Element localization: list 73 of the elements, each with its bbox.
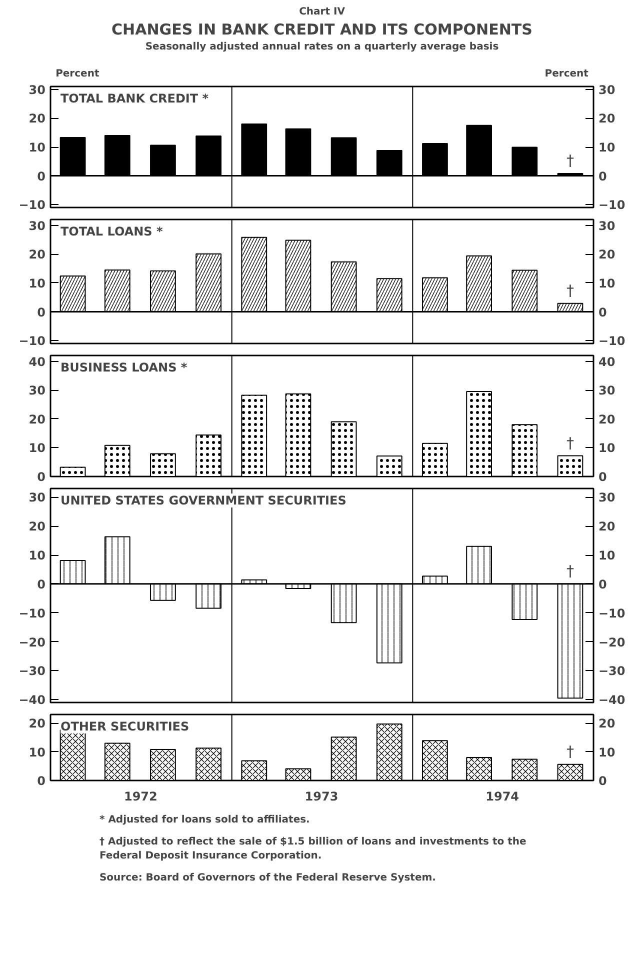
y-tick-label: 20 xyxy=(28,248,46,262)
y2-tick-label: 20 xyxy=(598,412,616,426)
y-tick-label: 30 xyxy=(28,490,46,505)
y-tick-label: −10 xyxy=(18,606,46,620)
annotation: † xyxy=(566,434,574,452)
y-tick-label: 0 xyxy=(37,169,46,184)
y-tick-label: 10 xyxy=(28,441,46,456)
y-tick-label: 20 xyxy=(28,412,46,426)
y2-tick-label: −20 xyxy=(598,635,626,650)
y-tick-label: 10 xyxy=(28,548,46,563)
y-tick-label: 20 xyxy=(28,112,46,126)
y2-tick-label: 0 xyxy=(598,577,607,592)
chart-title: TOTAL LOANS * xyxy=(60,224,164,238)
text: Seasonally adjusted annual rates on a quarterly average basis xyxy=(145,42,499,52)
x-tick-label: 1972 xyxy=(124,790,158,804)
y2-tick-label: 40 xyxy=(598,354,616,369)
y2-tick-label: 10 xyxy=(598,140,616,154)
y2-tick-label: 10 xyxy=(598,548,616,563)
y-tick-label: −40 xyxy=(18,693,46,708)
y-tick-label: 0 xyxy=(37,305,46,320)
text: Chart IV xyxy=(299,6,346,18)
source-note: Source: Board of Governors of the Federal Reserve System. xyxy=(99,872,436,884)
text: † Adjusted to reflect the sale of $1.5 billion of loans and investments to the Federal Deposit Insurance Corporation. xyxy=(99,836,526,862)
y-tick-label: 10 xyxy=(28,745,46,760)
y2-tick-label: 10 xyxy=(598,276,616,290)
y-tick-label: 20 xyxy=(28,520,46,534)
y2-tick-label: 10 xyxy=(598,441,616,456)
y-tick-label: 10 xyxy=(28,276,46,290)
y2-tick-label: −40 xyxy=(598,693,626,708)
y2-tick-label: −10 xyxy=(598,198,626,212)
y2-axis-title: Percent xyxy=(544,68,589,80)
y-tick-label: 0 xyxy=(37,577,46,592)
x-tick-label: 1974 xyxy=(486,790,520,804)
text: * Adjusted for loans sold to affiliates. xyxy=(99,814,310,826)
y2-tick-label: 30 xyxy=(598,490,616,505)
y2-tick-label: 20 xyxy=(598,112,616,126)
y2-tick-label: 10 xyxy=(598,745,616,760)
y2-tick-label: 0 xyxy=(598,470,607,484)
y2-tick-label: 30 xyxy=(598,82,616,97)
y-tick-label: −20 xyxy=(18,635,46,650)
annotation: † xyxy=(566,281,574,300)
y-tick-label: −30 xyxy=(18,664,46,678)
y2-tick-label: −10 xyxy=(598,334,626,348)
y-tick-label: −10 xyxy=(18,334,46,348)
y2-tick-label: 0 xyxy=(598,305,607,320)
y2-tick-label: 30 xyxy=(598,384,616,398)
y-tick-label: 20 xyxy=(28,716,46,731)
text: CHANGES IN BANK CREDIT AND ITS COMPONENTS xyxy=(112,20,532,38)
y2-tick-label: 20 xyxy=(598,520,616,534)
annotation: † xyxy=(566,562,574,580)
y-tick-label: 30 xyxy=(28,82,46,97)
y-tick-label: 40 xyxy=(28,354,46,369)
y-tick-label: 30 xyxy=(28,218,46,233)
y2-tick-label: −10 xyxy=(598,606,626,620)
chart-title: UNITED STATES GOVERNMENT SECURITIES xyxy=(60,494,346,508)
y2-tick-label: 20 xyxy=(598,716,616,731)
chart-title: OTHER SECURITIES xyxy=(60,720,190,734)
y-tick-label: 0 xyxy=(37,470,46,484)
annotation: † xyxy=(566,152,574,170)
y2-tick-label: −30 xyxy=(598,664,626,678)
y-tick-label: 30 xyxy=(28,384,46,398)
y-tick-label: 0 xyxy=(37,774,46,788)
y-tick-label: −10 xyxy=(18,198,46,212)
y2-tick-label: 30 xyxy=(598,218,616,233)
chart-title: BUSINESS LOANS * xyxy=(60,360,188,374)
y2-tick-label: 0 xyxy=(598,169,607,184)
y-axis-title: Percent xyxy=(56,68,100,80)
x-tick-label: 1973 xyxy=(304,790,338,804)
annotation: † xyxy=(566,742,574,760)
chart-title: TOTAL BANK CREDIT * xyxy=(60,92,210,106)
y-tick-label: 10 xyxy=(28,140,46,154)
y2-tick-label: 20 xyxy=(598,248,616,262)
y2-tick-label: 0 xyxy=(598,774,607,788)
